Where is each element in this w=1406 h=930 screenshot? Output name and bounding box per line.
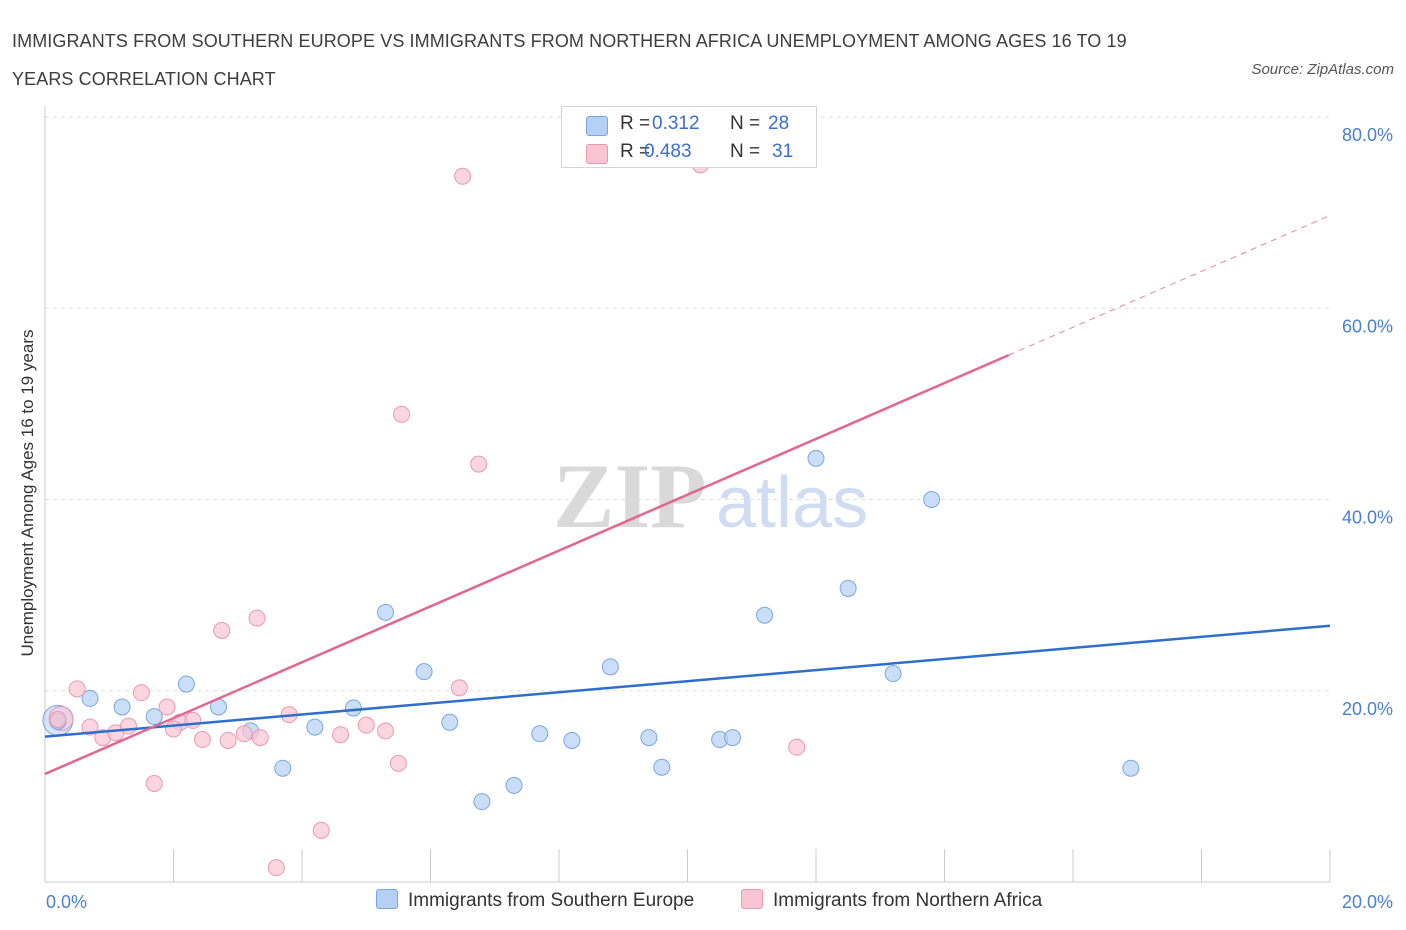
point-southern-europe <box>807 449 825 467</box>
point-northern-africa <box>213 622 231 640</box>
point-northern-africa <box>68 680 86 698</box>
point-southern-europe <box>505 776 523 794</box>
grid-lines <box>45 116 1330 692</box>
y-tick-label: 60.0% <box>1342 316 1393 336</box>
point-northern-africa <box>788 738 806 756</box>
data-points <box>42 156 1140 877</box>
watermark: ZIP atlas <box>553 445 868 547</box>
point-northern-africa <box>393 405 411 423</box>
x-tick-label: 0.0% <box>46 892 87 912</box>
point-northern-africa <box>251 729 269 747</box>
point-northern-africa <box>120 717 138 735</box>
point-southern-europe <box>653 758 671 776</box>
y-tick-label: 20.0% <box>1342 699 1393 719</box>
bottom-legend-southern-europe: Immigrants from Southern Europe <box>376 889 694 912</box>
legend-r-value: 0.483 <box>644 141 692 162</box>
bottom-legend-swatch-pink <box>741 889 763 909</box>
point-northern-africa <box>267 859 285 877</box>
y-tick-label: 40.0% <box>1342 508 1393 528</box>
point-southern-europe <box>640 729 658 747</box>
point-northern-africa <box>165 720 182 738</box>
point-northern-africa <box>193 731 211 749</box>
trend-line-northern-africa <box>44 353 1010 776</box>
point-northern-africa <box>145 775 163 793</box>
point-northern-africa <box>184 711 202 729</box>
point-southern-europe <box>531 725 549 743</box>
point-southern-europe <box>839 579 857 597</box>
point-northern-africa <box>235 725 253 743</box>
y-axis-label: Unemployment Among Ages 16 to 19 years <box>18 330 37 657</box>
chart-source: Source: ZipAtlas.com <box>1251 61 1394 78</box>
point-northern-africa <box>450 679 468 697</box>
tick-labels: 20.0% 40.0% 60.0% 80.0% 0.0% 20.0% <box>46 125 1393 912</box>
bottom-legend-northern-africa: Immigrants from Northern Africa <box>741 889 1042 912</box>
point-northern-africa <box>332 726 350 744</box>
bottom-legend-label: Immigrants from Southern Europe <box>408 890 695 911</box>
legend-n-label: N = <box>730 113 761 134</box>
legend-n-value: 28 <box>768 113 790 134</box>
trend-line-extension-northern-africa <box>1008 215 1331 356</box>
legend-r-label: R = <box>620 141 651 162</box>
point-southern-europe <box>81 689 99 707</box>
point-northern-africa <box>312 821 330 839</box>
chart-title: IMMIGRANTS FROM SOUTHERN EUROPE VS IMMIG… <box>12 31 1127 89</box>
point-northern-africa <box>377 722 395 740</box>
point-southern-europe <box>1122 759 1140 777</box>
y-tick-label: 80.0% <box>1342 125 1393 145</box>
point-southern-europe <box>113 698 131 716</box>
point-southern-europe <box>441 713 459 731</box>
point-southern-europe <box>306 718 324 736</box>
point-southern-europe <box>723 729 741 747</box>
point-southern-europe <box>415 663 433 681</box>
point-northern-africa <box>357 716 375 734</box>
watermark-atlas: atlas <box>716 463 868 543</box>
legend-swatch-blue <box>586 116 608 136</box>
point-southern-europe <box>923 491 941 508</box>
point-northern-africa <box>81 718 99 736</box>
point-northern-africa <box>454 167 472 185</box>
point-northern-africa <box>389 754 407 772</box>
stats-legend: R = 0.312 N = 28 R = 0.483 N = 31 <box>561 106 817 168</box>
point-northern-africa <box>158 698 176 716</box>
point-southern-europe <box>563 731 581 749</box>
legend-r-label: R = <box>620 113 651 134</box>
point-northern-africa <box>132 684 150 702</box>
point-northern-africa <box>470 455 488 473</box>
legend-swatch-pink <box>586 144 608 164</box>
point-southern-europe <box>344 699 362 717</box>
bottom-legend-swatch-blue <box>376 889 398 909</box>
legend-n-value: 31 <box>772 141 794 162</box>
point-southern-europe <box>377 603 395 621</box>
point-northern-africa <box>219 731 237 749</box>
trend-line-southern-europe <box>44 624 1331 738</box>
point-southern-europe <box>601 658 619 676</box>
axes <box>44 106 1331 883</box>
legend-r-value: 0.312 <box>652 113 700 134</box>
point-northern-africa <box>248 609 266 627</box>
trend-lines <box>44 215 1331 776</box>
point-southern-europe <box>884 665 902 683</box>
point-southern-europe <box>145 708 163 726</box>
legend-n-label: N = <box>730 141 761 162</box>
x-tick-label: 20.0% <box>1342 892 1393 912</box>
watermark-zip: ZIP <box>553 445 706 547</box>
point-southern-europe <box>177 675 195 693</box>
point-southern-europe <box>473 793 491 811</box>
point-southern-europe <box>274 759 292 777</box>
point-southern-europe <box>756 606 774 624</box>
point-northern-africa <box>49 710 67 728</box>
bottom-legend-label: Immigrants from Northern Africa <box>773 890 1043 911</box>
